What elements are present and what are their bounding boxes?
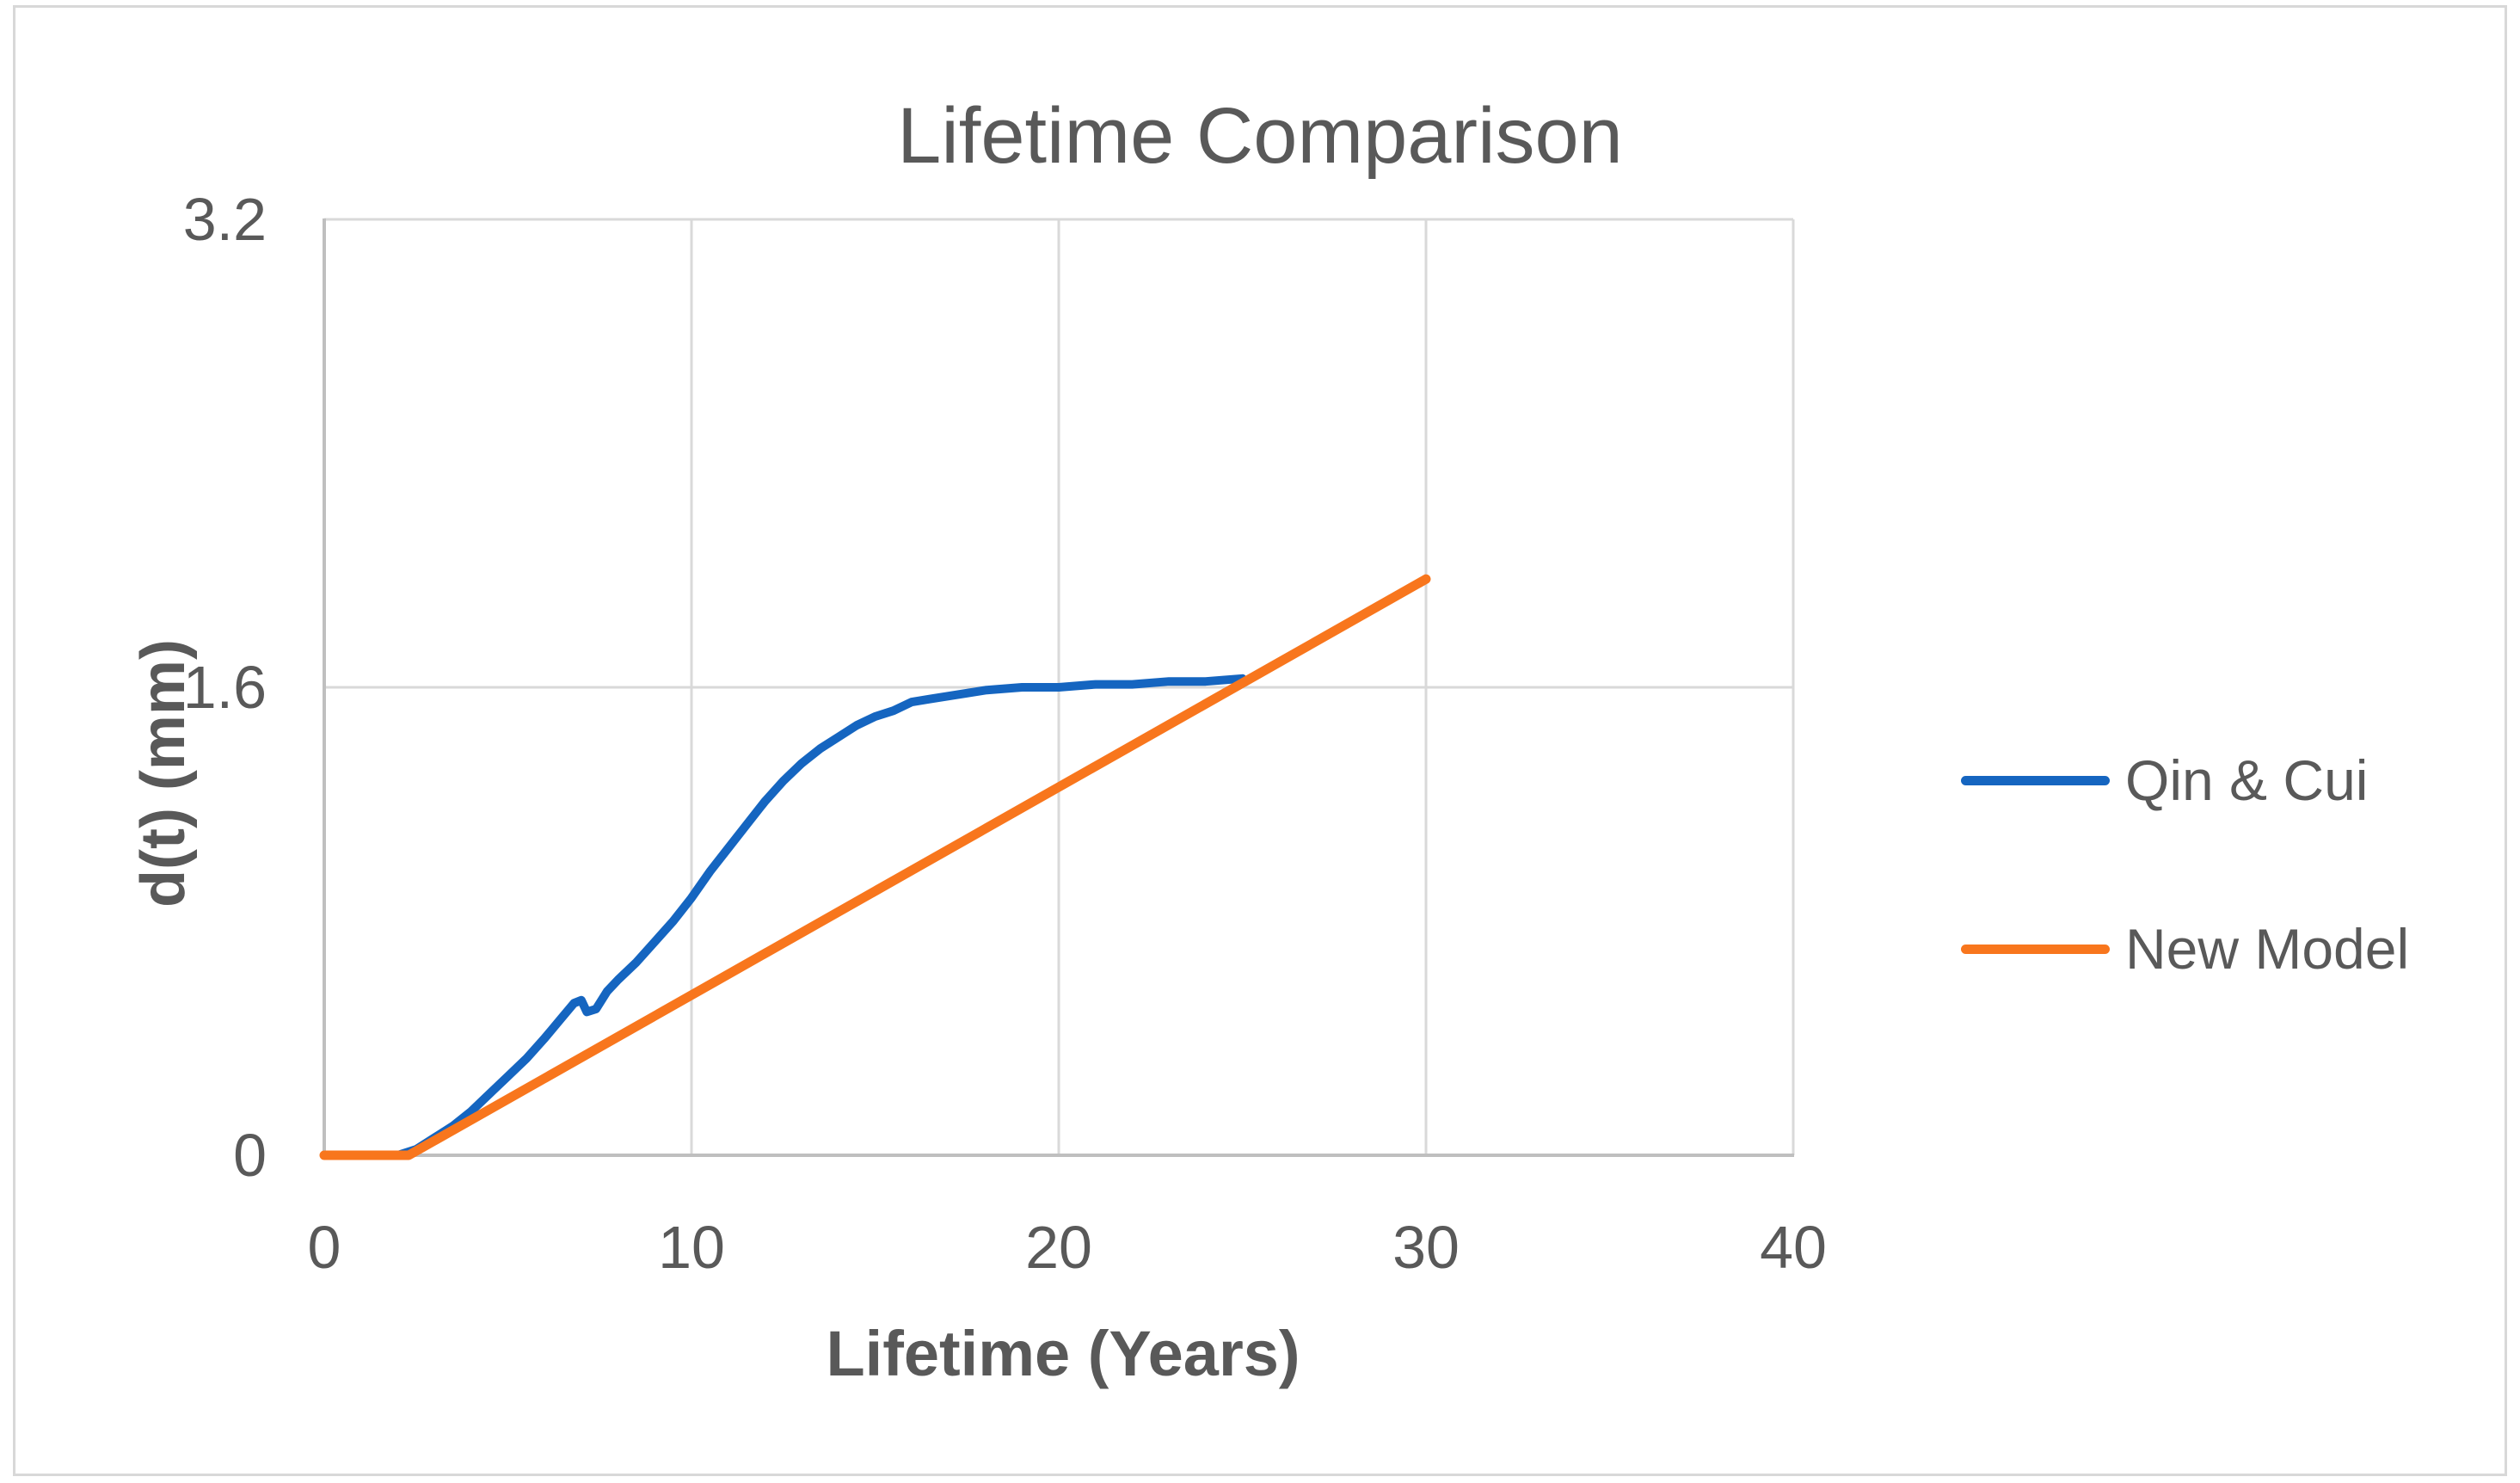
legend-label: Qin & Cui: [2125, 748, 2369, 812]
series-line-0-qin-cui: [393, 674, 1247, 1160]
x-tick-label-30: 30: [1392, 1214, 1460, 1281]
figure-border: [13, 5, 2507, 1476]
legend-item-qin-cui: Qin & Cui: [1961, 742, 2368, 819]
legend-line-swatch: [1961, 775, 2110, 785]
x-axis-title: Lifetime (Years): [826, 1318, 1300, 1389]
chart-title: Lifetime Comparison: [897, 92, 1623, 180]
x-tick-label-0: 0: [307, 1214, 341, 1281]
x-tick-label-20: 20: [1025, 1214, 1092, 1281]
legend-label: New Model: [2125, 917, 2410, 981]
legend-item-new-model: New Model: [1961, 910, 2409, 988]
x-tick-label-10: 10: [658, 1214, 725, 1281]
y-tick-label-3.2: 3.2: [182, 186, 267, 253]
y-tick-label-1.6: 1.6: [182, 654, 267, 721]
y-axis-title: d(t) (mm): [129, 639, 198, 908]
y-tick-label-0: 0: [233, 1122, 267, 1189]
x-tick-label-40: 40: [1760, 1214, 1827, 1281]
legend-line-swatch: [1961, 944, 2110, 954]
series-line-1-new-model: [319, 574, 1431, 1160]
